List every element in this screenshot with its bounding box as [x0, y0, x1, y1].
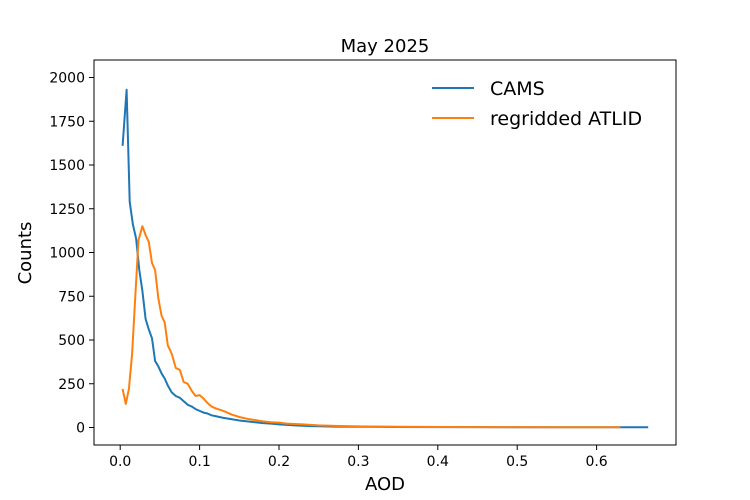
- x-axis-ticks: 0.0 0.1 0.2 0.3 0.4 0.5 0.6: [109, 445, 608, 470]
- x-tick-label: 0.2: [268, 454, 290, 470]
- y-tick-label: 500: [58, 333, 85, 349]
- x-tick-label: 0.6: [585, 454, 607, 470]
- chart-title: May 2025: [341, 36, 430, 57]
- y-axis-label: Counts: [15, 222, 36, 285]
- series-lines: [121, 88, 649, 429]
- y-tick-label: 1250: [49, 202, 85, 218]
- x-tick-label: 0.5: [506, 454, 528, 470]
- legend-label-cams: CAMS: [490, 78, 545, 100]
- y-axis-ticks: 0 250 500 750 1000 1250 1500 1750 2000: [49, 71, 94, 437]
- y-tick-label: 2000: [49, 71, 85, 87]
- x-tick-label: 0.4: [427, 454, 449, 470]
- x-tick-label: 0.1: [188, 454, 210, 470]
- y-tick-label: 250: [58, 377, 85, 393]
- series-line-regridded-atlid: [121, 225, 621, 429]
- series-line-cams: [121, 88, 649, 429]
- y-tick-label: 1000: [49, 246, 85, 262]
- x-axis-label: AOD: [365, 474, 405, 495]
- x-tick-label: 0.3: [347, 454, 369, 470]
- y-tick-label: 750: [58, 289, 85, 305]
- legend: CAMS regridded ATLID: [432, 78, 642, 130]
- legend-label-atlid: regridded ATLID: [490, 108, 642, 130]
- y-tick-label: 1500: [49, 158, 85, 174]
- y-tick-label: 0: [76, 421, 85, 437]
- x-tick-label: 0.0: [109, 454, 131, 470]
- y-tick-label: 1750: [49, 114, 85, 130]
